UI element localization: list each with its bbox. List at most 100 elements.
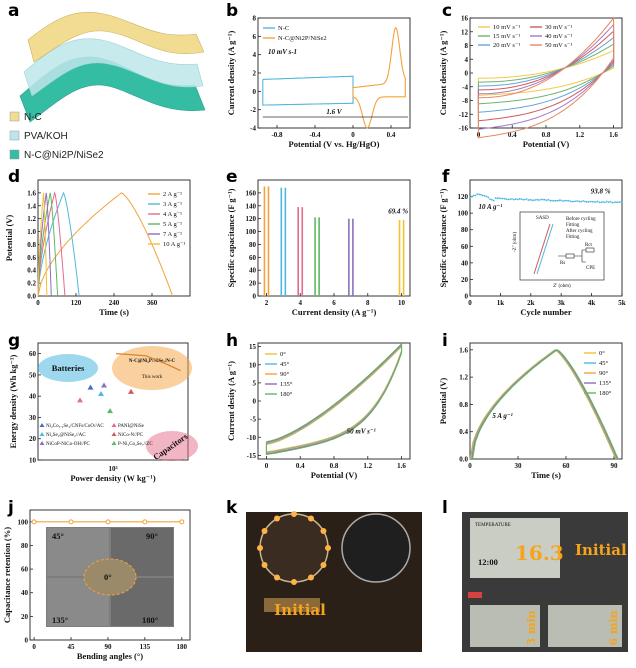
y-tick-label: 1.2 [27,215,36,223]
y-tick-label: 4 [465,56,469,64]
y-tick-label: 0 [465,70,469,78]
legend-angle-h-0: 0° [280,351,286,358]
cycle-point [515,198,517,200]
x-tick-label: 3k [557,299,565,307]
cycle-point [538,199,540,201]
cycle-point [509,198,511,200]
cycle-point [575,200,577,202]
cycle-point [608,201,610,203]
led-dot [320,562,326,568]
cycle-point [580,201,582,203]
thermo-clock: 12:00 [478,557,498,567]
inset-xlabel: Z' (ohm) [553,284,571,289]
cycle-point [560,199,562,201]
cycle-point [588,201,590,203]
gcd-bend-1 [471,350,617,459]
cycle-point [568,200,570,202]
y-tick-label: 6 [253,33,257,41]
y-tick-label: 1.6 [459,346,468,354]
photo-angle-1: 90° [146,531,158,541]
y-tick-label: 100 [18,518,29,526]
this-work-region [112,346,192,390]
y-tick-label: 160 [246,189,257,197]
y-tick-label: 2 [253,70,257,78]
y-tick-label: 120 [458,193,469,201]
cycle-point [507,199,509,201]
legend-angle-h-1: 45° [280,361,290,368]
y-tick-label: 4 [253,51,257,59]
y-axis-label: Capacitance retention (%) [2,527,12,623]
x-axis-label: Power density (W kg⁻¹) [70,473,156,483]
panel-label-k: k [226,498,238,518]
y-axis-label: Specific capacitance (F g⁻¹) [226,188,236,287]
legend-angle-i-1: 45° [599,360,609,367]
x-tick-label: 0.4 [387,131,396,139]
legend-ref-5: P-Ni₂Co₂Se₇//ZC [118,442,153,447]
x-tick-label: 1.6 [397,462,406,470]
panel-label-e: e [226,167,238,187]
initial-caption-l: Initial [575,541,627,559]
x-tick-label: 10³ [108,465,117,473]
y-tick-label: 0.0 [27,293,36,301]
led-dot [257,545,263,551]
layer-label-0: N-C [24,112,42,123]
time-3min: 3 min [525,610,538,645]
inset-legend-1: Fitting [566,223,580,228]
cycle-point [562,200,564,202]
cycle-point [498,197,500,199]
literature-point-5 [107,408,113,413]
cycle-point [555,200,557,202]
legend-scan-1: 15 mV s⁻¹ [493,33,520,40]
circuit-rct [586,248,594,252]
retention-point-2 [106,520,110,524]
x-tick-label: 60 [563,462,571,470]
cycle-point [584,201,586,203]
legend-current-1: 3 A g⁻¹ [163,201,182,208]
panel-label-h: h [226,331,238,351]
gcd-bend-0 [470,350,616,459]
voltage-window-label: 1.6 V [326,108,343,116]
cycle-point [553,200,555,202]
cycle-point [610,201,612,203]
cycle-point [486,196,488,198]
y-tick-label: 0.2 [27,280,36,288]
y-tick-label: 100 [246,228,257,236]
x-tick-label: 135 [140,643,151,651]
y-tick-label: 0.0 [459,456,468,464]
cycle-point [542,199,544,201]
series-line-n-c [263,76,353,105]
legend-marker-4 [40,441,45,445]
x-axis-label: Current density (A g⁻¹) [292,307,377,317]
x-tick-label: 1.6 [609,131,618,139]
legend-angle-i-4: 180° [599,390,612,397]
retention-point-3 [143,520,147,524]
x-tick-label: 10 [398,299,406,307]
y-tick-label: 0.4 [27,267,36,275]
y-tick-label: 8 [253,15,257,23]
retention-label: 93.8 % [591,187,611,195]
x-tick-label: 1.2 [575,131,584,139]
cycle-point [537,199,539,201]
legend-scan-3: 30 mV s⁻¹ [545,24,572,31]
y-tick-label: 0 [25,637,29,645]
x-tick-label: 30 [515,462,523,470]
device-schematic [20,12,205,122]
y-tick-label: -10 [247,434,257,442]
x-tick-label: 360 [147,299,158,307]
cycle-point [517,199,519,201]
y-axis-label: Specific capacitance (F g⁻¹) [438,188,448,287]
panel-label-g: g [8,331,20,351]
cycle-point [619,201,621,203]
y-tick-label: -12 [459,111,469,119]
y-tick-label: 0.6 [27,254,36,262]
cycle-point [504,198,506,200]
layer-swatch [10,131,19,140]
panel-label-i: i [442,331,448,351]
x-tick-label: 4 [298,299,302,307]
y-tick-label: 30 [29,414,37,422]
led-dot [308,516,314,522]
circuit-rs-label: Rs [560,261,565,266]
cycle-point [496,197,498,199]
photo-angle-3: 135° [52,615,68,625]
x-tick-label: 90 [611,462,619,470]
